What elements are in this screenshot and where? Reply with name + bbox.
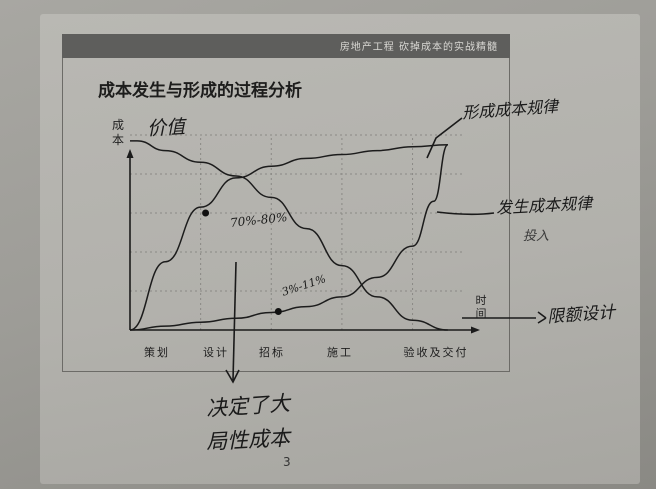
value-curve	[130, 140, 448, 331]
stage-label-design: 设计	[203, 346, 229, 359]
x-axis-arrow	[471, 326, 480, 334]
stage-label-construction: 施工	[327, 346, 353, 359]
y-axis-label: 成本	[111, 118, 124, 147]
slide-paper	[40, 14, 640, 484]
marker-layer	[202, 209, 282, 315]
formation-cost-curve	[129, 144, 448, 331]
slide-header-bar: 房地产工程 砍掉成本的实战精髓	[62, 34, 510, 58]
series-layer	[129, 140, 449, 331]
stage-label-bidding: 招标	[259, 346, 285, 359]
formation-leader	[426, 117, 463, 159]
stage-label-planning: 策划	[144, 346, 170, 359]
handwritten-occurrence-note: 发生成本规律	[495, 193, 593, 218]
design-arrowhead	[537, 311, 547, 324]
handwritten-design-note: 限额设计	[546, 302, 616, 328]
decide-leader	[232, 261, 237, 381]
handwritten-investment-note: 投入	[523, 229, 550, 244]
marker-point-1	[274, 307, 282, 315]
header-text: 房地产工程 砍掉成本的实战精髓	[339, 42, 498, 53]
handwritten-decide-line-2: 局性成本	[205, 425, 291, 455]
decide-arrowhead	[225, 369, 240, 384]
y-axis-arrow	[126, 149, 134, 158]
stage-label-acceptance: 验收及交付	[403, 346, 469, 359]
marker-point-0	[202, 209, 210, 217]
occurrence-cost-curve	[129, 144, 449, 331]
chart-grid	[130, 134, 462, 330]
handwritten-decide-line-1: 决定了大	[205, 391, 291, 421]
handwritten-value-label: 价值	[146, 116, 186, 140]
x-axis-label: 时间	[475, 294, 487, 320]
occurrence-leader	[436, 211, 495, 216]
page-number: 3	[283, 455, 291, 469]
slide-title: 成本发生与形成的过程分析	[98, 81, 302, 101]
